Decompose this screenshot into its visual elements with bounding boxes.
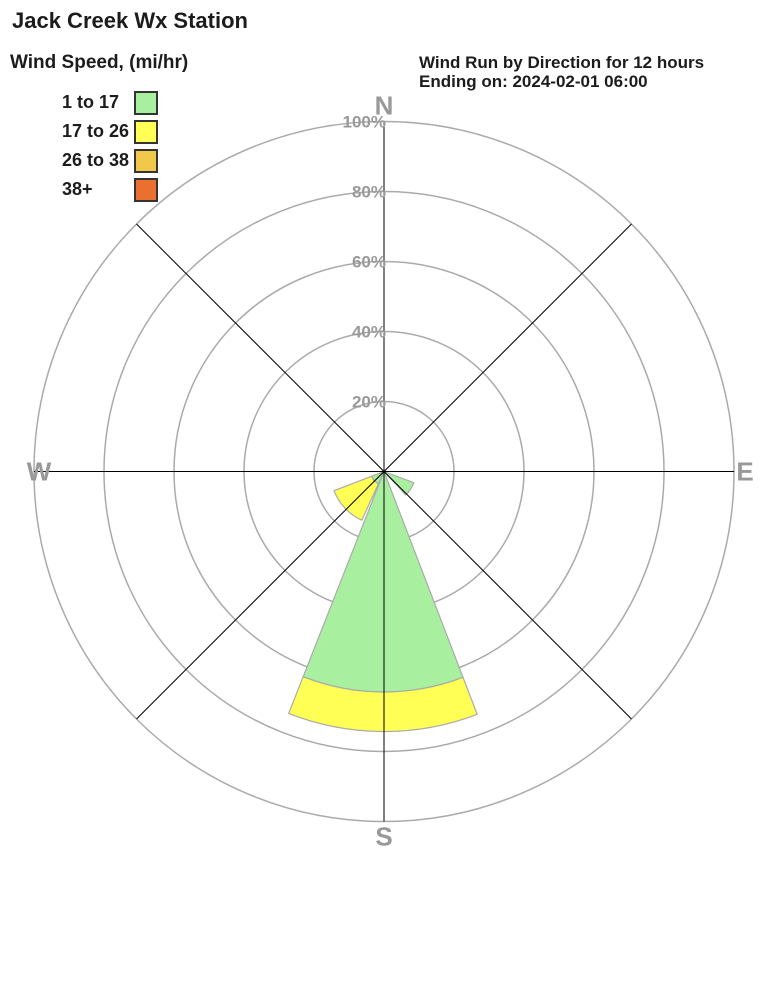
ring-label-60pct: 60% (352, 253, 386, 272)
legend-label: 17 to 26 (62, 121, 130, 141)
compass-label-e: E (736, 457, 753, 487)
compass-label-s: S (375, 822, 392, 852)
ring-label-80pct: 80% (352, 183, 386, 202)
legend-item-26-to-38: 26 to 38 (62, 148, 158, 173)
compass-label-n: N (375, 91, 394, 121)
legend-item-17-to-26: 17 to 26 (62, 119, 158, 144)
chart-title-block: Wind Run by Direction for 12 hours Endin… (419, 53, 704, 91)
legend-swatch-orange-icon (134, 177, 158, 202)
ring-label-100pct: 100% (343, 113, 386, 132)
chart-subtitle: Ending on: 2024-02-01 06:00 (419, 72, 648, 91)
legend-label: 38+ (62, 179, 93, 199)
compass-label-w: W (27, 457, 52, 487)
ring-label-20pct: 20% (352, 393, 386, 412)
petal-ESE-segment-1-to-17 (383, 470, 415, 496)
legend-swatch-amber-icon (134, 148, 158, 173)
legend-item-38-plus: 38+ (62, 177, 158, 202)
legend-swatch-green-icon (134, 90, 158, 115)
spoke-135deg (136, 223, 632, 720)
petal-S-segment-1-to-17 (302, 470, 464, 693)
petal-S-segment-17-to-26 (288, 676, 478, 733)
ring-label-40pct: 40% (352, 323, 386, 342)
legend-label: 26 to 38 (62, 150, 130, 170)
legend-label: 1 to 17 (62, 92, 120, 112)
wind-speed-legend: 1 to 17 17 to 26 26 to 38 38+ (62, 90, 158, 202)
legend-title: Wind Speed, (mi/hr) (10, 52, 189, 73)
chart-title: Wind Run by Direction for 12 hours (419, 53, 705, 72)
legend-swatch-yellow-icon (134, 119, 158, 144)
page-title: Jack Creek Wx Station (12, 8, 248, 33)
legend-item-1-to-17: 1 to 17 (62, 90, 158, 115)
